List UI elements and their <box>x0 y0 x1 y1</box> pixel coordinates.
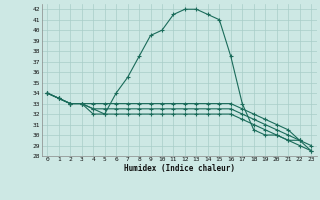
X-axis label: Humidex (Indice chaleur): Humidex (Indice chaleur) <box>124 164 235 173</box>
